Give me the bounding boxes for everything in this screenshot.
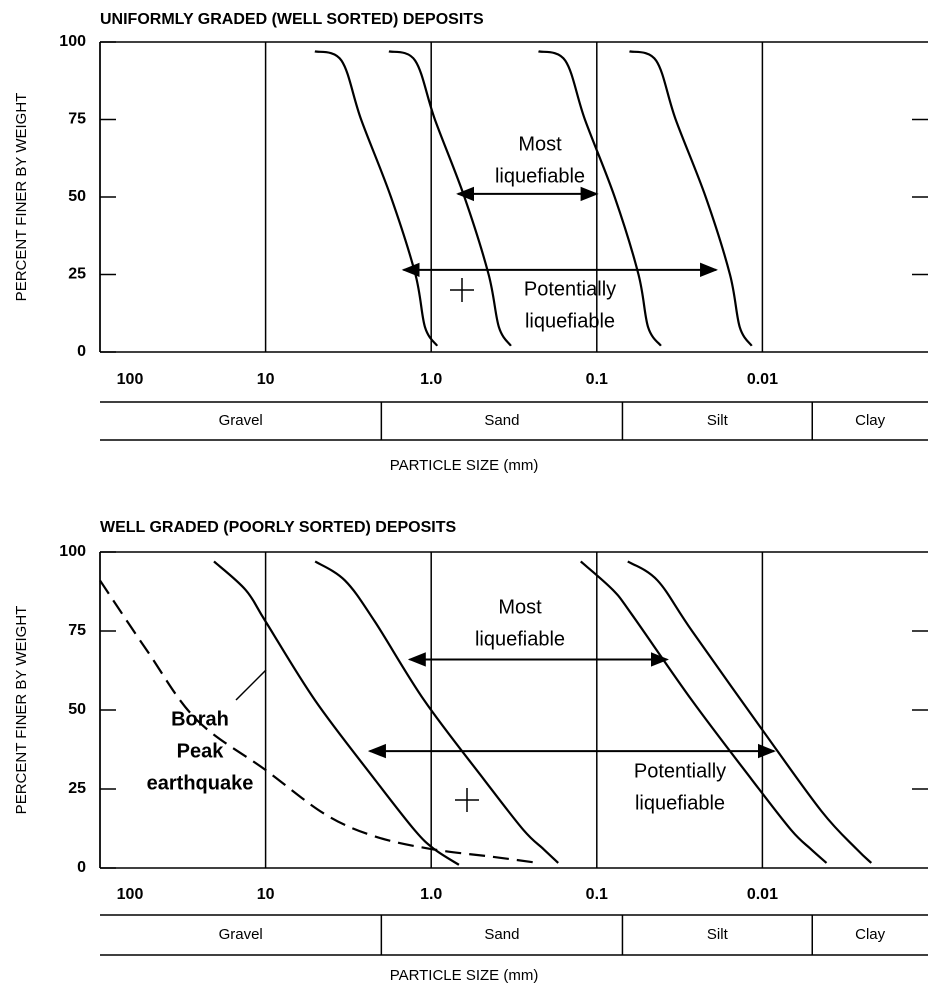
x-tick-label: 1.0	[420, 371, 442, 388]
band-label: Gravel	[219, 412, 263, 429]
y-tick-label: 75	[68, 111, 86, 128]
x-tick-label: 0.01	[747, 371, 778, 388]
curve	[629, 50, 753, 347]
annotation-text: Borah	[171, 708, 229, 730]
y-tick-label: 75	[68, 622, 86, 639]
x-tick-label: 0.1	[586, 371, 608, 388]
y-tick-label: 0	[77, 343, 86, 360]
annotation-text: liquefiable	[525, 310, 615, 332]
curve	[627, 560, 873, 864]
x-axis-label: PARTICLE SIZE (mm)	[390, 967, 539, 984]
curve	[314, 560, 559, 864]
annotation-text: Most	[518, 133, 562, 155]
annotation-pointer	[235, 669, 267, 701]
x-tick-label: 0.1	[586, 886, 608, 903]
y-tick-label: 25	[68, 266, 86, 283]
band-label: Sand	[484, 412, 519, 429]
annotation-text: Most	[498, 596, 542, 618]
annotation-text: liquefiable	[475, 628, 565, 650]
curve	[99, 579, 539, 865]
band-label: Clay	[855, 926, 886, 943]
annotation-text: liquefiable	[635, 792, 725, 814]
x-tick-label: 100	[117, 886, 144, 903]
curve	[538, 50, 662, 347]
chart-title: UNIFORMLY GRADED (WELL SORTED) DEPOSITS	[100, 11, 484, 28]
annotation-text: Potentially	[524, 278, 616, 300]
curve	[388, 50, 512, 347]
y-axis-label: PERCENT FINER BY WEIGHT	[13, 93, 30, 302]
band-label: Clay	[855, 412, 886, 429]
y-tick-label: 50	[68, 188, 86, 205]
x-tick-label: 10	[257, 886, 275, 903]
y-tick-label: 50	[68, 701, 86, 718]
band-label: Gravel	[219, 926, 263, 943]
annotation-text: Peak	[177, 740, 225, 762]
curve	[314, 50, 439, 347]
y-tick-label: 25	[68, 780, 86, 797]
x-axis-label: PARTICLE SIZE (mm)	[390, 457, 539, 474]
curve	[580, 560, 828, 864]
annotation-text: earthquake	[147, 772, 254, 794]
y-tick-label: 100	[59, 543, 86, 560]
x-tick-label: 100	[117, 371, 144, 388]
annotation-text: liquefiable	[495, 165, 585, 187]
chart-title: WELL GRADED (POORLY SORTED) DEPOSITS	[100, 519, 457, 536]
annotation-text: Potentially	[634, 760, 726, 782]
band-label: Sand	[484, 926, 519, 943]
registration-mark	[450, 278, 479, 812]
y-tick-label: 0	[77, 859, 86, 876]
x-tick-label: 10	[257, 371, 275, 388]
band-label: Silt	[707, 926, 729, 943]
curve	[213, 560, 460, 866]
x-tick-label: 1.0	[420, 886, 442, 903]
y-axis-label: PERCENT FINER BY WEIGHT	[13, 606, 30, 815]
y-tick-label: 100	[59, 33, 86, 50]
band-label: Silt	[707, 412, 729, 429]
x-tick-label: 0.01	[747, 886, 778, 903]
